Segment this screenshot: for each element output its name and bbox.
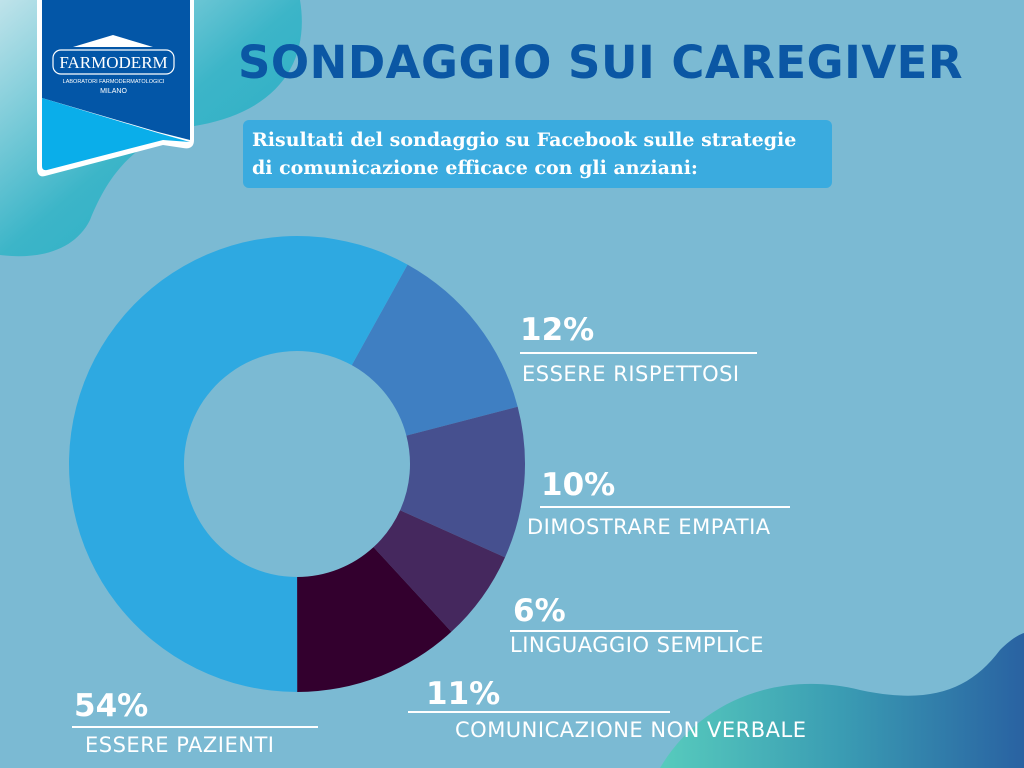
slice-pct-1: 10%: [541, 467, 616, 503]
logo-brand-text: FARMODERM: [59, 53, 167, 72]
slice-pct-3: 11%: [426, 676, 501, 712]
donut-slice-3: [297, 547, 452, 692]
label-divider: [540, 506, 790, 508]
slice-pct-0: 12%: [520, 312, 595, 348]
label-divider: [72, 726, 318, 728]
subtitle-box: Risultati del sondaggio su Facebook sull…: [243, 120, 832, 188]
donut-slice-1: [400, 406, 525, 558]
slice-label-3: COMUNICAZIONE NON VERBALE: [455, 718, 807, 742]
svg-text:MILANO: MILANO: [100, 88, 127, 95]
donut-slice-0: [351, 264, 518, 436]
slice-pct-2: 6%: [513, 593, 566, 629]
farmoderm-logo: FARMODERM LABORATORI FARMODERMATOLOGICI …: [37, 0, 194, 177]
page-title: SONDAGGIO SUI CAREGIVER: [238, 36, 964, 89]
label-divider: [510, 630, 738, 632]
label-divider: [520, 352, 757, 354]
label-divider: [408, 711, 670, 713]
donut-slice-4: [69, 235, 408, 692]
svg-text:LABORATORI FARMODERMATOLOGICI: LABORATORI FARMODERMATOLOGICI: [63, 79, 165, 85]
slice-label-0: ESSERE RISPETTOSI: [522, 362, 740, 386]
slice-label-4: ESSERE PAZIENTI: [85, 733, 275, 757]
donut-slice-2: [373, 510, 506, 632]
slice-pct-4: 54%: [74, 688, 149, 724]
slice-label-1: DIMOSTRARE EMPATIA: [527, 515, 771, 539]
slice-label-2: LINGUAGGIO SEMPLICE: [510, 633, 764, 657]
bottom-right-blob: [660, 633, 1024, 768]
